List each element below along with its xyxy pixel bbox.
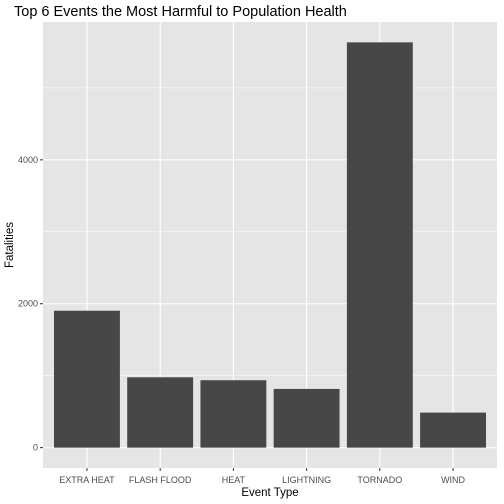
bar-wind bbox=[420, 412, 487, 448]
x-tick-label: TORNADO bbox=[357, 475, 402, 485]
bars bbox=[53, 42, 487, 448]
x-tick-label: HEAT bbox=[222, 475, 246, 485]
x-tick-label: FLASH FLOOD bbox=[129, 475, 192, 485]
x-tick-label: WIND bbox=[441, 475, 465, 485]
bar-heat bbox=[200, 380, 267, 448]
bar-extra-heat bbox=[53, 310, 120, 448]
bar-lightning bbox=[273, 388, 340, 448]
y-axis-title: Fatalities bbox=[4, 222, 16, 268]
chart-title: Top 6 Events the Most Harmful to Populat… bbox=[14, 4, 347, 20]
x-tick-label: EXTRA HEAT bbox=[59, 475, 115, 485]
x-tick-label: LIGHTNING bbox=[282, 475, 331, 485]
x-axis: EXTRA HEAT FLASH FLOOD HEAT LIGHTNING TORNAD… bbox=[59, 468, 466, 485]
y-tick-label: 0 bbox=[33, 443, 38, 453]
bar-tornado bbox=[346, 42, 413, 448]
y-axis: 0 2000 4000 bbox=[18, 155, 43, 453]
y-tick-label: 2000 bbox=[18, 299, 38, 309]
x-axis-title: Event Type bbox=[241, 487, 298, 499]
bar-flash-flood bbox=[127, 377, 194, 448]
y-tick-label: 4000 bbox=[18, 155, 38, 165]
